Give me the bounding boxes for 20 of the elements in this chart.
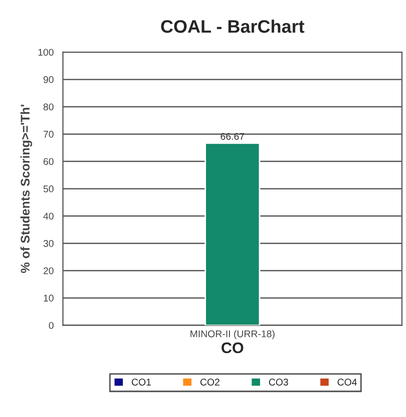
y-axis-title: % of Students Scoring>='Th' bbox=[20, 104, 32, 273]
x-axis-title: CO bbox=[222, 342, 244, 354]
y-tick-label: 50 bbox=[43, 185, 54, 192]
legend-label: CO3 bbox=[269, 378, 288, 386]
y-tick-label: 20 bbox=[44, 267, 54, 274]
y-tick-label: 100 bbox=[38, 48, 54, 56]
y-tick-label: 70 bbox=[44, 130, 54, 138]
x-tick-label: MINOR-II (URR-18) bbox=[190, 330, 274, 340]
y-tick-label: 60 bbox=[44, 158, 54, 165]
chart-title: COAL - BarChart bbox=[161, 20, 304, 33]
y-tick-label: 10 bbox=[44, 294, 54, 302]
legend-label: CO2 bbox=[200, 378, 220, 386]
y-tick-label: 90 bbox=[44, 76, 54, 84]
legend-label: CO4 bbox=[338, 378, 357, 386]
y-tick-label: 80 bbox=[44, 103, 54, 110]
y-tick-label: 30 bbox=[43, 240, 54, 247]
data-label: 66.67 bbox=[220, 132, 244, 140]
y-tick-label: 40 bbox=[43, 212, 54, 220]
legend-label: CO1 bbox=[132, 378, 151, 386]
y-tick-label: 0 bbox=[48, 322, 54, 329]
